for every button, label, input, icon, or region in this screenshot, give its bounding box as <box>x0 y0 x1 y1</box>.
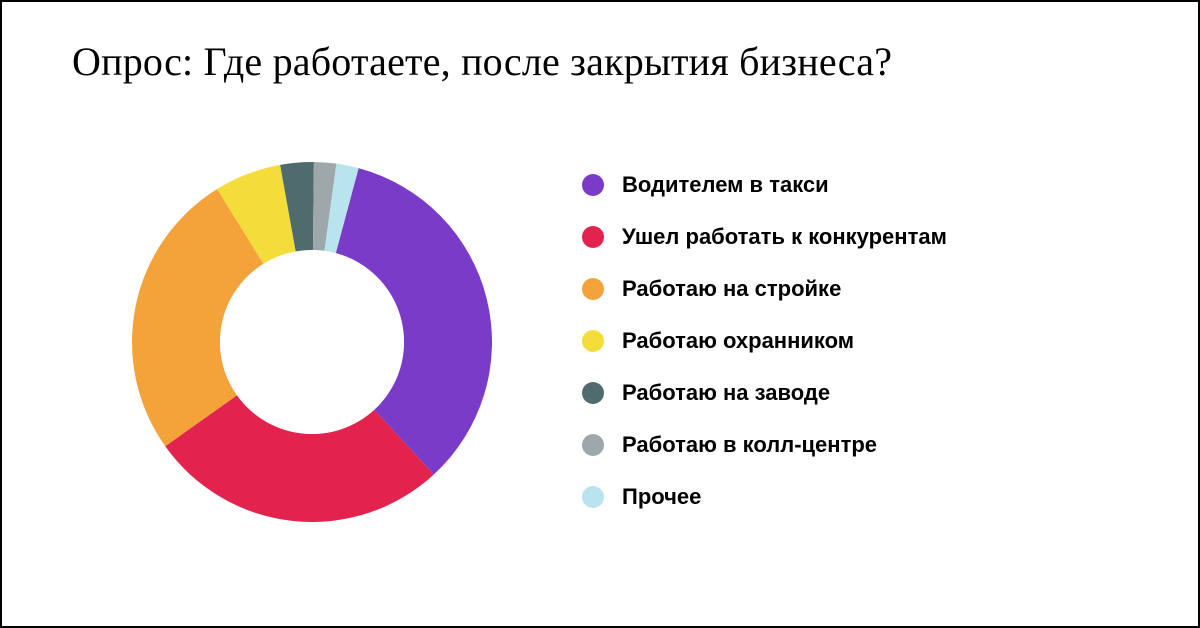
legend-label: Работаю в колл-центре <box>622 432 877 458</box>
legend-label: Работаю на заводе <box>622 380 830 406</box>
legend-item: Водителем в такси <box>582 172 947 198</box>
legend-item: Работаю на стройке <box>582 276 947 302</box>
legend-item: Работаю в колл-центре <box>582 432 947 458</box>
legend-label: Работаю охранником <box>622 328 854 354</box>
legend-swatch <box>582 434 604 456</box>
chart-card: Опрос: Где работаете, после закрытия биз… <box>0 0 1200 628</box>
legend-label: Работаю на стройке <box>622 276 841 302</box>
legend-swatch <box>582 226 604 248</box>
donut-chart <box>132 162 492 522</box>
legend-item: Прочее <box>582 484 947 510</box>
legend-item: Ушел работать к конкурентам <box>582 224 947 250</box>
legend-swatch <box>582 278 604 300</box>
donut-hole <box>220 250 404 434</box>
legend-label: Водителем в такси <box>622 172 829 198</box>
donut-chart-svg <box>132 162 492 522</box>
legend-swatch <box>582 174 604 196</box>
legend-label: Ушел работать к конкурентам <box>622 224 947 250</box>
chart-title: Опрос: Где работаете, после закрытия биз… <box>72 38 892 85</box>
chart-legend: Водителем в такси Ушел работать к конкуре… <box>582 172 947 510</box>
legend-swatch <box>582 330 604 352</box>
legend-item: Работаю охранником <box>582 328 947 354</box>
legend-swatch <box>582 486 604 508</box>
legend-label: Прочее <box>622 484 701 510</box>
legend-swatch <box>582 382 604 404</box>
legend-item: Работаю на заводе <box>582 380 947 406</box>
